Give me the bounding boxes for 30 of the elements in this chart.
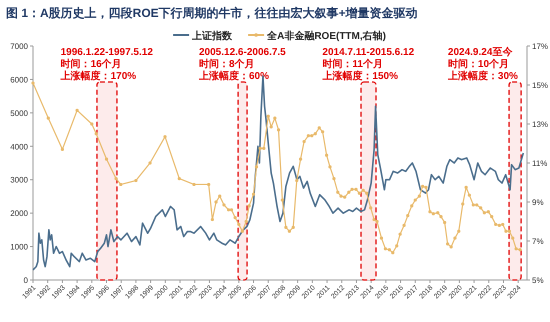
annotation: 时间：10个月: [448, 58, 510, 70]
annotation: 时间：8个月: [199, 58, 255, 70]
y-tick-label: 2000: [10, 209, 29, 218]
y-tick-label: 5000: [10, 108, 29, 118]
band-label: 2024.9.24至今: [448, 46, 514, 58]
band-label: 2014.7.11-2015.6.12: [322, 47, 415, 58]
y2-tick-label: 11%: [532, 159, 548, 168]
annotation: 上涨幅度：60%: [198, 70, 270, 82]
y2-tick-label: 15%: [532, 81, 548, 90]
annotation: 时间：16个月: [60, 58, 122, 70]
y2-tick-label: 7%: [532, 237, 544, 246]
y-tick-label: 0: [24, 276, 29, 285]
y2-tick-label: 17%: [532, 42, 548, 51]
annotation: 上涨幅度：150%: [321, 70, 398, 82]
y-tick-label: 7000: [10, 42, 29, 51]
y-tick-label: 1000: [10, 242, 29, 252]
y-tick-label: 3000: [10, 176, 29, 185]
band-label: 1996.1.22-1997.5.12: [60, 47, 154, 58]
legend-label: 上证指数: [191, 30, 234, 42]
y-tick-label: 4000: [10, 142, 29, 152]
chart-title: 图 1：A股历史上，四段ROE下行周期的牛市，往往由宏大叙事+增量资金驱动: [6, 6, 418, 20]
y2-tick-label: 9%: [532, 198, 544, 207]
legend-label: 全A非金融ROE(TTM,右轴): [266, 30, 386, 42]
annotation: 上涨幅度：170%: [60, 70, 136, 82]
annotation: 上涨幅度：30%: [446, 70, 518, 82]
y2-tick-label: 13%: [532, 120, 548, 129]
y-tick-label: 6000: [10, 75, 29, 84]
y2-tick-label: 5%: [532, 276, 544, 285]
annotation: 时间：11个月: [322, 58, 383, 70]
band-label: 2005.12.6-2006.7.5: [199, 47, 286, 58]
